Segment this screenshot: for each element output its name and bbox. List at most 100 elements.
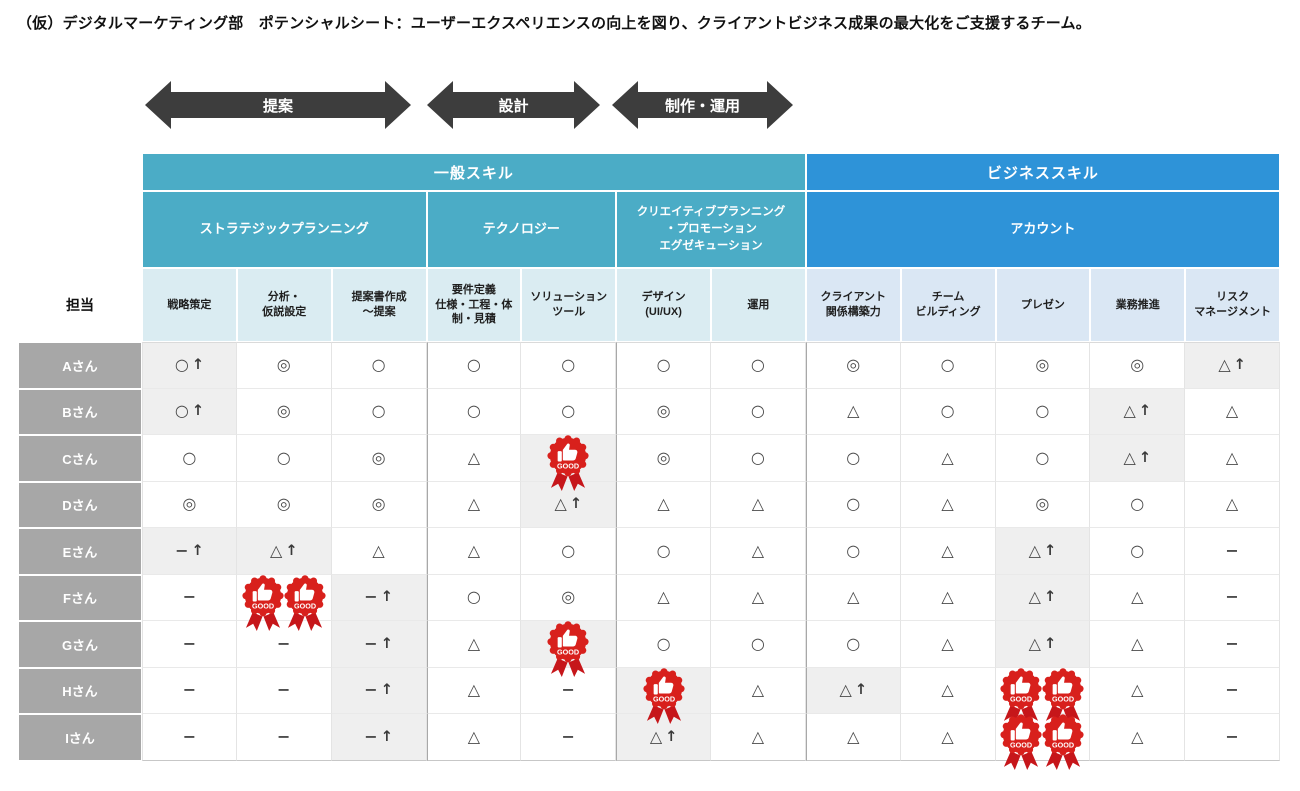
rating-symbol: − [1225,680,1239,700]
skill-cell: − [1185,714,1280,761]
rating-symbol: △ [1028,633,1041,653]
rating-symbol: ◎ [656,447,671,467]
skill-cell: ◎ [142,481,237,528]
growth-up-arrow-icon: ↑ [1233,357,1246,373]
good-badge [521,621,615,677]
skill-cell: ○ [711,388,806,435]
column-header: 戦略策定 [142,268,237,342]
skill-cell: ○ [521,388,617,435]
rating-symbol: ○ [174,355,189,375]
rating-symbol: △ [941,494,954,514]
skill-cell: ◎ [995,481,1091,528]
column-header: チーム ビルディング [900,268,996,342]
skill-cell: ○ [995,388,1091,435]
good-badge-double [996,714,1090,770]
rating-symbol: − [277,633,291,653]
rating-symbol: △ [1123,447,1136,467]
subgroup-header: アカウント [805,191,1280,268]
skill-cell: ○ [331,342,427,389]
rating-symbol: − [277,680,291,700]
skill-cell [521,621,617,677]
rating-symbol: ○ [846,540,861,560]
growth-up-arrow-icon: ↑ [285,542,298,559]
skill-cell: − ↑ [331,667,427,714]
rating-symbol: △ [941,633,954,653]
rating-symbol: △ [1218,355,1231,375]
rating-symbol: ○ [561,401,576,421]
skill-cell: ○ [426,574,522,621]
rating-symbol: ◎ [656,401,671,421]
growth-up-arrow-icon: ↑ [1043,542,1057,559]
skill-cell: − [142,667,237,714]
skill-cell: △ [711,528,806,575]
skill-cell: ○ [900,388,996,435]
skill-cell: △ [426,481,522,528]
skill-cell: △ [900,667,996,714]
rating-symbol: △ [1028,540,1041,560]
skill-cell: △ [900,528,996,575]
rating-symbol: △ [270,540,283,560]
skill-cell: △ ↑ [1090,435,1186,482]
skill-cell: ○ [236,435,332,482]
skill-cell: ○ [805,481,901,528]
process-arrow-label: 設計 [498,97,529,115]
growth-up-arrow-icon: ↑ [1043,589,1057,605]
good-badge [521,435,615,491]
subgroup-header: クリエイティブプランニング ・プロモーション エグゼキューション [616,191,806,268]
rating-symbol: △ [941,726,954,746]
rating-symbol: ○ [750,355,765,375]
skill-cell: △ [1185,435,1280,482]
skill-cell: − [1185,667,1280,714]
process-arrow-production-operation: 制作・運用 [612,81,793,129]
skill-cell: △ ↑ [236,528,332,575]
row-label: Gさん [18,621,142,668]
skill-cell: ◎ [1090,342,1186,389]
rating-symbol: △ [1131,587,1144,607]
skill-cell: △ ↑ [1090,388,1186,435]
rating-symbol: △ [1131,726,1144,746]
process-arrow-label: 提案 [262,97,293,115]
rating-symbol: ○ [466,355,481,375]
rating-symbol: ○ [1130,540,1145,560]
skill-cell: ◎ [236,342,332,389]
skill-cell: △ [805,574,901,621]
sheet-title: （仮）デジタルマーケティング部 ポテンシャルシート：ユーザーエクスペリエンスの向… [17,15,1091,32]
growth-up-arrow-icon: ↑ [380,728,393,745]
column-header: リスク マネージメント [1185,268,1280,342]
rating-symbol: ○ [561,355,576,375]
skill-cell: △ [1090,667,1186,714]
subgroup-header: テクノロジー [426,191,617,268]
rating-symbol: ◎ [276,494,291,514]
rating-symbol: − [182,587,197,607]
skill-cell: ○ [805,528,901,575]
rating-symbol: △ [751,680,765,700]
skill-cell: − [142,714,237,761]
skill-cell: △ [711,667,806,714]
skill-cell: △ [426,528,522,575]
good-badge-icon [1042,714,1084,770]
row-label: Iさん [18,714,142,761]
growth-up-arrow-icon: ↑ [380,589,393,605]
skill-cell: ◎ [331,481,427,528]
skill-table: 担当 一般スキル ビジネススキル ストラテジックプランニング テクノロジー クリエイティブ… [18,153,1280,770]
rating-symbol: − [1225,540,1239,560]
skill-cell: ◎ [616,388,711,435]
rating-symbol: ○ [750,447,765,467]
skill-cell [236,574,332,631]
rating-symbol: − [182,633,197,653]
growth-up-arrow-icon: ↑ [380,635,393,652]
skill-cell: ◎ [616,435,711,482]
skill-cell: △ [900,481,996,528]
column-header: 運用 [711,268,806,342]
column-header: 要件定義 仕様・工程・体 制・見積 [426,268,522,342]
growth-up-arrow-icon: ↑ [1138,403,1151,419]
skill-cell: △ [900,435,996,482]
skill-cell: ○ ↑ [142,342,237,389]
rating-symbol: △ [751,494,765,514]
skill-cell: △ [711,481,806,528]
skill-cell: − [142,574,237,621]
rating-symbol: △ [467,633,481,653]
rating-symbol: − [1225,726,1239,746]
group-header: 一般スキル [142,153,806,191]
rating-symbol: − [364,633,378,653]
